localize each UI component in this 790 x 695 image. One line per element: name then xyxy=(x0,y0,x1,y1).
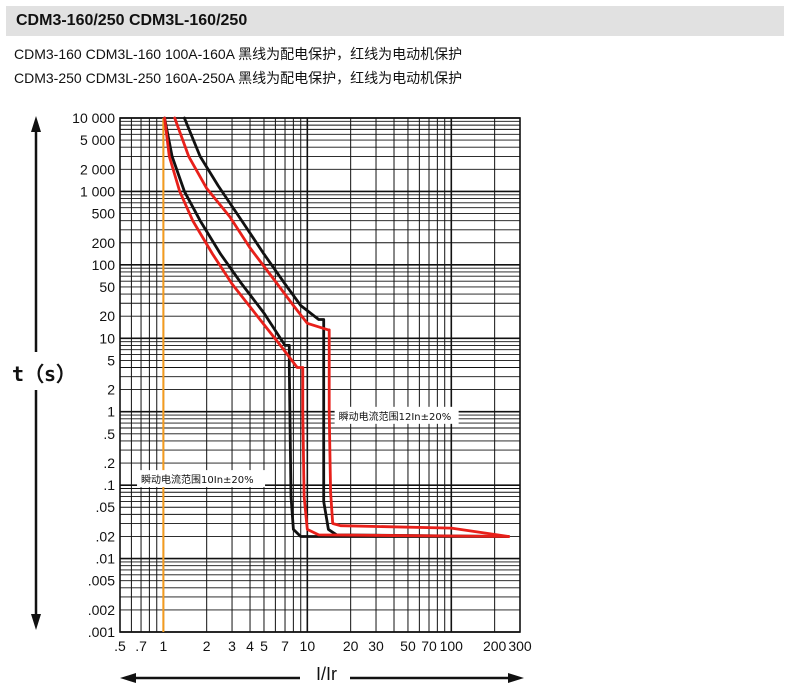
y-tick-label: .1 xyxy=(103,477,115,493)
x-tick-label: 30 xyxy=(368,638,384,654)
y-tick-labels: 10 000 5 000 2 000 1 000 500 200 100 50 20 10 5 2 1.… xyxy=(72,110,115,640)
y-tick-label: 10 xyxy=(99,330,115,346)
y-tick-label: 20 xyxy=(99,308,115,324)
y-tick-label: .01 xyxy=(96,551,116,567)
y-tick-label: 200 xyxy=(92,235,116,251)
x-tick-label: 1 xyxy=(159,638,167,654)
y-tick-label: .5 xyxy=(103,426,115,442)
x-tick-labels: .5 .7 1 2 3 4 5 7 10 20 30 50 70 100 200 300 xyxy=(114,638,532,654)
x-tick-label: 7 xyxy=(281,638,289,654)
y-tick-label: 1 xyxy=(107,404,115,420)
curves xyxy=(163,116,510,538)
annotation-background xyxy=(334,406,459,424)
y-arrow-head-up xyxy=(31,116,41,132)
y-axis-label: t（s） xyxy=(12,362,77,386)
plot-frame xyxy=(119,117,521,633)
x-tick-label: 300 xyxy=(508,638,532,654)
y-tick-label: 5 000 xyxy=(80,132,115,148)
annotation-label: 瞬动电流范围10In±20% xyxy=(141,473,254,486)
x-tick-label: 5 xyxy=(260,638,268,654)
y-axis-arrow xyxy=(31,116,41,630)
x-tick-label: 50 xyxy=(400,638,416,654)
y-tick-label: 500 xyxy=(92,206,116,222)
y-tick-label: .2 xyxy=(103,455,115,471)
annotations: 瞬动电流范围12In±20% 瞬动电流范围10In±20% xyxy=(137,406,459,488)
y-tick-label: .05 xyxy=(96,499,116,515)
distribution-protection-curve-left xyxy=(163,116,510,538)
x-tick-label: .7 xyxy=(135,638,147,654)
y-arrow-head-down xyxy=(31,614,41,630)
x-tick-label: 4 xyxy=(246,638,254,654)
x-tick-label: .5 xyxy=(114,638,126,654)
annotation-background xyxy=(137,470,266,488)
distribution-protection-curve-right xyxy=(183,116,510,538)
x-tick-label: 70 xyxy=(421,638,437,654)
y-tick-label: 2 xyxy=(107,382,115,398)
x-arrow-head-left xyxy=(120,673,136,683)
x-tick-label: 10 xyxy=(300,638,316,654)
page-title: CDM3-160/250 CDM3L-160/250 xyxy=(16,12,248,29)
motor-protection-curve-left xyxy=(163,116,510,538)
y-tick-label: 1 000 xyxy=(80,183,115,199)
x-axis-arrow xyxy=(120,673,524,683)
motor-protection-curve-right xyxy=(173,116,510,538)
annotation-label: 瞬动电流范围12In±20% xyxy=(339,410,452,423)
x-tick-label: 2 xyxy=(203,638,211,654)
y-tick-label: 5 xyxy=(107,352,115,368)
x-tick-label: 20 xyxy=(343,638,359,654)
y-tick-label: .001 xyxy=(88,624,115,640)
y-tick-label: .002 xyxy=(88,602,115,618)
y-tick-label: .005 xyxy=(88,573,115,589)
y-tick-label: 10 000 xyxy=(72,110,115,126)
x-tick-label: 100 xyxy=(440,638,464,654)
title-bar: CDM3-160/250 CDM3L-160/250 xyxy=(6,6,784,36)
x-tick-label: 200 xyxy=(483,638,507,654)
x-axis-label: I/Ir xyxy=(316,664,337,684)
y-tick-label: 50 xyxy=(99,279,115,295)
y-tick-label: 2 000 xyxy=(80,161,115,177)
y-tick-label: 100 xyxy=(92,257,116,273)
x-tick-label: 3 xyxy=(228,638,236,654)
description-line-2: CDM3-250 CDM3L-250 160A-250A 黑线为配电保护，红线为… xyxy=(14,70,463,86)
description-line-1: CDM3-160 CDM3L-160 100A-160A 黑线为配电保护，红线为… xyxy=(14,46,463,62)
x-arrow-head-right xyxy=(508,673,524,683)
y-tick-label: .02 xyxy=(96,528,116,544)
